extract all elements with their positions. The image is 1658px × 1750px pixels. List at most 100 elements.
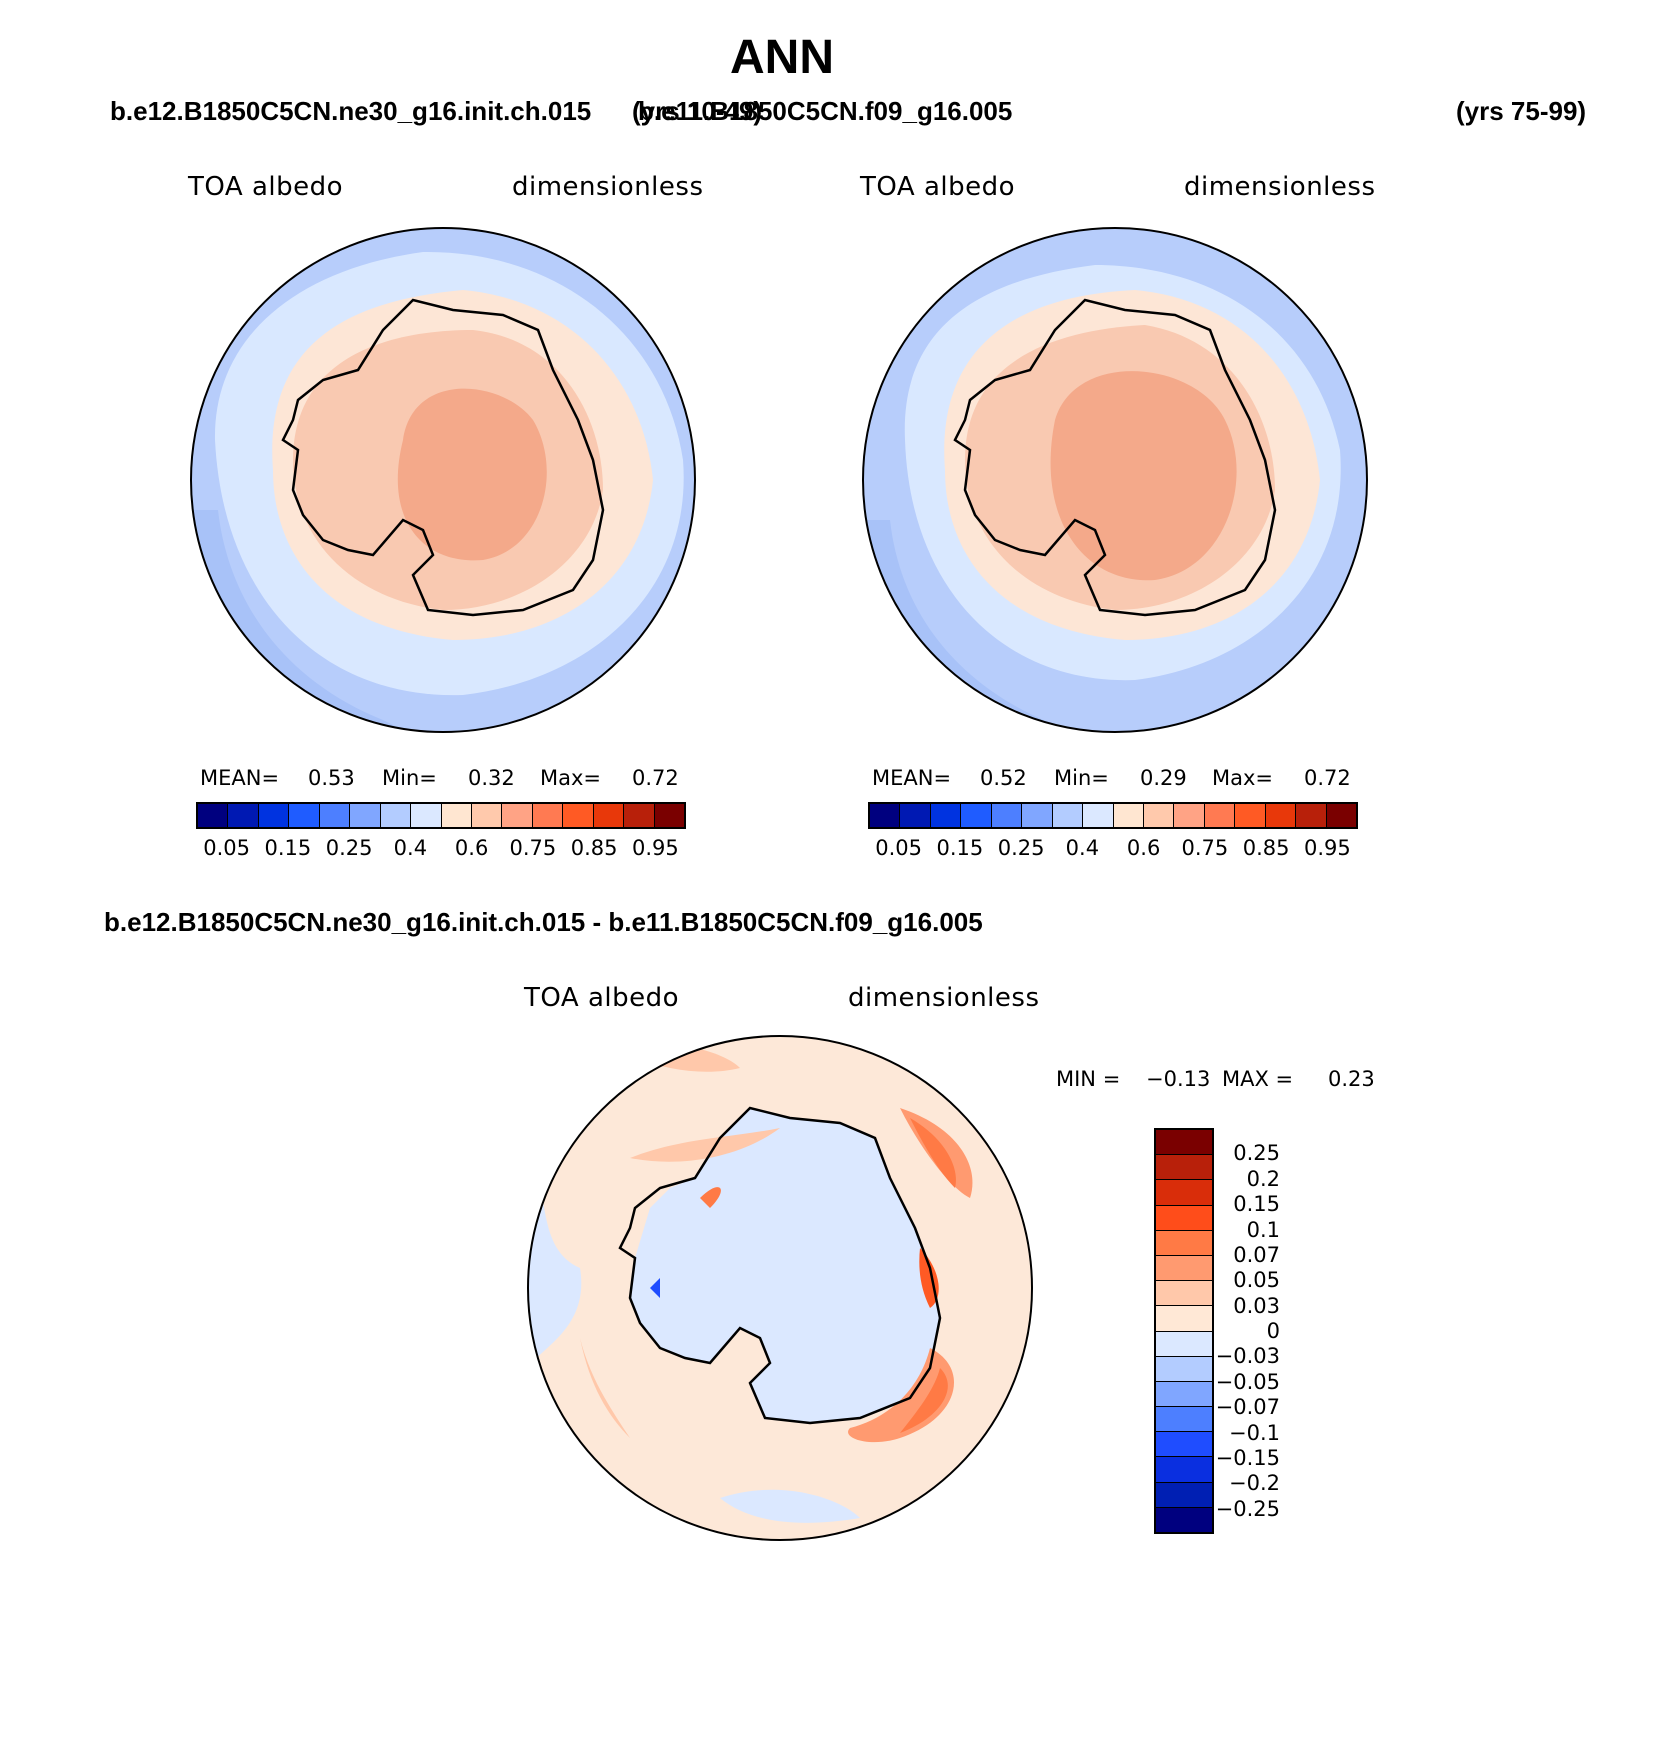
colorbar-swatch <box>1174 804 1205 827</box>
panel1-max-value: 0.72 <box>632 766 679 790</box>
colorbar-swatch <box>1296 804 1327 827</box>
colorbar-swatch <box>502 804 533 827</box>
colorbar-swatch <box>961 804 992 827</box>
colorbar-tick-label: 0.4 <box>393 836 428 860</box>
colorbar-tick-label: 0.15 <box>1233 1192 1280 1217</box>
colorbar-swatch <box>1143 804 1175 827</box>
colorbar-swatch <box>1113 804 1144 827</box>
panel1-max-label: Max= <box>540 766 602 790</box>
diff-colorbar <box>1154 1128 1214 1534</box>
colorbar-swatch <box>930 804 962 827</box>
diff-title: b.e12.B1850C5CN.ne30_g16.init.ch.015 - b… <box>104 907 983 937</box>
colorbar-tick-label: 0.05 <box>1233 1268 1280 1293</box>
panel1-variable: TOA albedo <box>188 172 344 202</box>
panel2-min-value: 0.29 <box>1140 766 1187 790</box>
colorbar-swatch <box>380 804 412 827</box>
panel1-min-label: Min= <box>382 766 437 790</box>
diff-min-value: −0.13 <box>1146 1067 1211 1091</box>
colorbar-swatch <box>1156 1180 1212 1206</box>
colorbar-tick-label: 0.6 <box>1126 836 1161 860</box>
colorbar-tick-label: 0.95 <box>1303 836 1351 860</box>
panel2-mean-value: 0.52 <box>980 766 1027 790</box>
colorbar-swatch <box>1156 1255 1212 1282</box>
colorbar-swatch <box>593 804 625 827</box>
colorbar-swatch <box>1156 1155 1212 1181</box>
colorbar-swatch <box>1156 1356 1212 1382</box>
colorbar-tick-label: 0.4 <box>1065 836 1100 860</box>
panel2-colorbar <box>868 802 1358 829</box>
colorbar-swatch <box>1204 804 1236 827</box>
colorbar-swatch <box>1156 1281 1212 1307</box>
colorbar-swatch <box>1156 1331 1212 1357</box>
colorbar-swatch <box>471 804 503 827</box>
colorbar-swatch <box>991 804 1023 827</box>
diff-units: dimensionless <box>848 983 1040 1013</box>
page-title: ANN <box>730 31 834 84</box>
diff-colorbar-ticks: 0.25 0.2 0.15 0.1 0.07 0.05 0.03 0 −0.03 −0.05 −0.… <box>1200 1128 1300 1534</box>
colorbar-tick-label: 0.15 <box>936 836 984 860</box>
colorbar-swatch <box>654 804 684 827</box>
colorbar-tick-label: −0.25 <box>1215 1496 1280 1521</box>
panel1-colorbar-ticks: 0.05 0.15 0.25 0.4 0.6 0.75 0.85 0.95 <box>196 836 686 862</box>
colorbar-swatch <box>1265 804 1297 827</box>
colorbar-swatch <box>1235 804 1266 827</box>
colorbar-swatch <box>198 804 229 827</box>
colorbar-swatch <box>624 804 655 827</box>
panel2-max-label: Max= <box>1212 766 1274 790</box>
panel2-units: dimensionless <box>1184 172 1376 202</box>
colorbar-swatch <box>350 804 381 827</box>
colorbar-tick-label: 0.07 <box>1233 1242 1280 1267</box>
colorbar-tick-label: 0.85 <box>570 836 618 860</box>
case-right-name: b.e11.B1850C5CN.f09_g16.005 <box>638 96 1013 126</box>
colorbar-tick-label: −0.03 <box>1215 1344 1280 1369</box>
panel1-mean-label: MEAN= <box>200 766 280 790</box>
colorbar-swatch <box>228 804 259 827</box>
colorbar-swatch <box>1156 1205 1212 1231</box>
colorbar-swatch <box>1022 804 1053 827</box>
colorbar-tick-label: 0.05 <box>875 836 922 860</box>
panel2-variable: TOA albedo <box>860 172 1016 202</box>
colorbar-swatch <box>319 804 351 827</box>
colorbar-tick-label: 0.25 <box>1233 1141 1280 1166</box>
colorbar-swatch <box>1083 804 1114 827</box>
colorbar-tick-label: 0.15 <box>264 836 312 860</box>
diff-variable: TOA albedo <box>524 983 680 1013</box>
panel1-colorbar <box>196 802 686 829</box>
colorbar-tick-label: 0.6 <box>454 836 489 860</box>
colorbar-swatch <box>1156 1482 1212 1508</box>
colorbar-tick-label: 0.03 <box>1233 1293 1280 1318</box>
diff-min-label: MIN = <box>1056 1067 1121 1091</box>
colorbar-swatch <box>289 804 320 827</box>
colorbar-swatch <box>1156 1407 1212 1433</box>
panel2-colorbar-ticks: 0.05 0.15 0.25 0.4 0.6 0.75 0.85 0.95 <box>868 836 1358 862</box>
colorbar-swatch <box>411 804 442 827</box>
colorbar-tick-label: 0.95 <box>631 836 679 860</box>
case-left-years: (yrs 10-49) <box>632 96 763 126</box>
colorbar-tick-label: 0.75 <box>509 836 557 860</box>
colorbar-swatch <box>1156 1230 1212 1256</box>
diff-max-label: MAX = <box>1222 1067 1294 1091</box>
colorbar-tick-label: −0.1 <box>1229 1420 1280 1445</box>
colorbar-tick-label: −0.07 <box>1215 1395 1280 1420</box>
case-left-name: b.e12.B1850C5CN.ne30_g16.init.ch.015 <box>110 96 592 126</box>
colorbar-swatch <box>441 804 472 827</box>
colorbar-tick-label: 0.1 <box>1246 1217 1280 1242</box>
colorbar-swatch <box>563 804 594 827</box>
panel2-mean-label: MEAN= <box>872 766 952 790</box>
colorbar-tick-label: 0.25 <box>997 836 1045 860</box>
colorbar-tick-label: 0 <box>1266 1319 1280 1343</box>
panel1-units: dimensionless <box>512 172 704 202</box>
colorbar-swatch <box>1156 1507 1212 1532</box>
colorbar-tick-label: 0.85 <box>1242 836 1290 860</box>
colorbar-swatch <box>258 804 290 827</box>
colorbar-swatch <box>1156 1306 1212 1332</box>
panel2-min-label: Min= <box>1054 766 1109 790</box>
colorbar-tick-label: −0.15 <box>1215 1445 1280 1470</box>
colorbar-tick-label: 0.2 <box>1246 1166 1280 1191</box>
colorbar-swatch <box>1156 1130 1212 1156</box>
colorbar-swatch <box>870 804 901 827</box>
colorbar-tick-label: −0.2 <box>1229 1471 1280 1496</box>
colorbar-swatch <box>1156 1457 1212 1483</box>
